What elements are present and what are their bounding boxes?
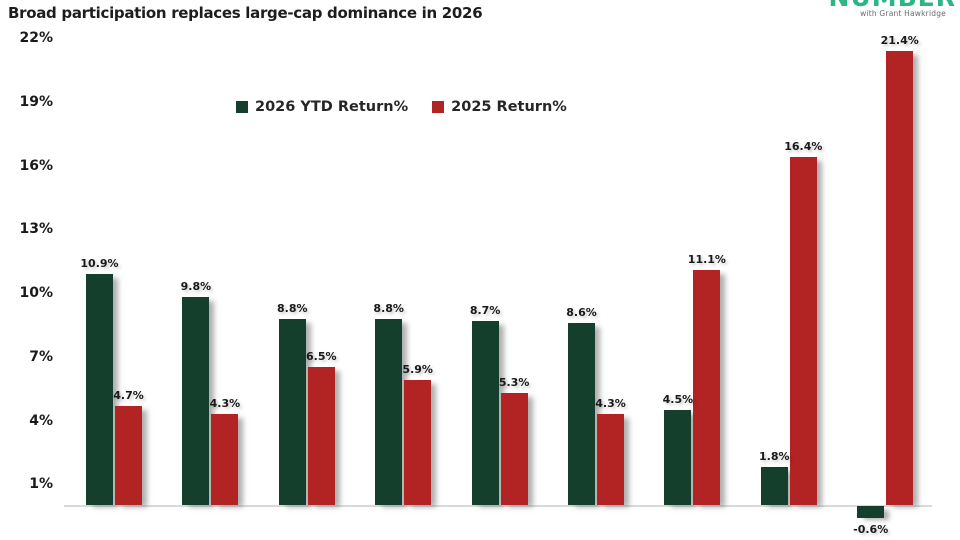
legend-swatch-2025-icon	[432, 101, 445, 113]
bar-2025-group-1	[115, 405, 142, 506]
bar-2025-group-6-value-label: 4.3%	[595, 397, 626, 411]
bar-2026-group-5	[471, 320, 499, 506]
y-axis-tick-label: 16%	[19, 157, 53, 174]
x-axis-baseline	[64, 505, 932, 507]
bar-2025-group-8-value-label: 16.4%	[784, 140, 823, 154]
bar-2025-group-6	[597, 414, 624, 506]
y-axis-tick-label: 19%	[19, 93, 53, 110]
bar-2026-group-3-value-label: 8.8%	[277, 301, 308, 315]
y-axis-tick-label: 13%	[19, 221, 53, 238]
bar-2026-group-4	[375, 318, 403, 506]
bar-2025-group-3	[307, 367, 335, 506]
brand-wordmark: NUMBER	[830, 0, 956, 8]
legend-label-2025: 2025 Return%	[451, 99, 567, 115]
bar-2025-group-2-value-label: 4.3%	[209, 397, 241, 411]
bar-2026-group-9-value-label: -0.6%	[853, 523, 889, 537]
bar-2025-group-9-value-label: 21.4%	[880, 33, 919, 47]
legend-item-2025: 2025 Return%	[432, 99, 567, 115]
brand-tagline: with Grant Hawkridge	[860, 9, 946, 18]
y-axis-tick-label: 7%	[29, 348, 53, 365]
brand-logo: NUMBER	[830, 0, 958, 8]
bar-2025-group-4	[404, 380, 432, 506]
legend-item-2026: 2026 YTD Return%	[236, 99, 408, 115]
bar-2025-group-1-value-label: 4.7%	[113, 388, 144, 402]
bar-2026-group-8	[760, 467, 788, 506]
bar-2026-group-4-value-label: 8.8%	[373, 301, 404, 315]
bar-2026-group-6	[568, 322, 595, 506]
bar-2025-group-9	[886, 50, 914, 506]
bar-2026-group-3	[278, 318, 306, 506]
bar-2025-group-4-value-label: 5.9%	[402, 363, 433, 377]
bar-2025-group-2	[211, 414, 239, 506]
bar-2026-group-2	[182, 297, 210, 506]
y-axis-tick-label: 22%	[19, 30, 53, 47]
y-axis-tick-label: 4%	[29, 412, 53, 429]
legend-swatch-2026-icon	[236, 101, 248, 113]
chart-title: Broad participation replaces large-cap d…	[8, 4, 483, 22]
bar-2025-group-7-value-label: 11.1%	[687, 252, 726, 266]
bar-2026-group-2-value-label: 9.8%	[180, 280, 212, 294]
bar-2025-group-8	[789, 157, 817, 506]
bar-2026-group-5-value-label: 8.7%	[469, 303, 501, 317]
chart-legend: 2026 YTD Return% 2025 Return%	[236, 99, 567, 115]
bar-2026-group-1-value-label: 10.9%	[80, 256, 119, 270]
bar-2026-group-1	[86, 273, 113, 506]
bar-2025-group-5-value-label: 5.3%	[498, 375, 530, 389]
y-axis-tick-label: 1%	[29, 476, 53, 493]
legend-label-2026: 2026 YTD Return%	[255, 99, 409, 115]
bar-2026-group-7-value-label: 4.5%	[662, 392, 694, 406]
bar-2025-group-3-value-label: 6.5%	[306, 350, 337, 364]
y-axis-tick-label: 10%	[19, 285, 53, 302]
bar-2026-group-6-value-label: 8.6%	[566, 305, 597, 319]
bar-2025-group-5	[500, 392, 528, 506]
bar-2026-group-7	[664, 409, 692, 506]
bar-2025-group-7	[693, 269, 721, 506]
bar-2026-group-8-value-label: 1.8%	[759, 450, 790, 464]
bar-2026-group-9	[857, 505, 885, 519]
